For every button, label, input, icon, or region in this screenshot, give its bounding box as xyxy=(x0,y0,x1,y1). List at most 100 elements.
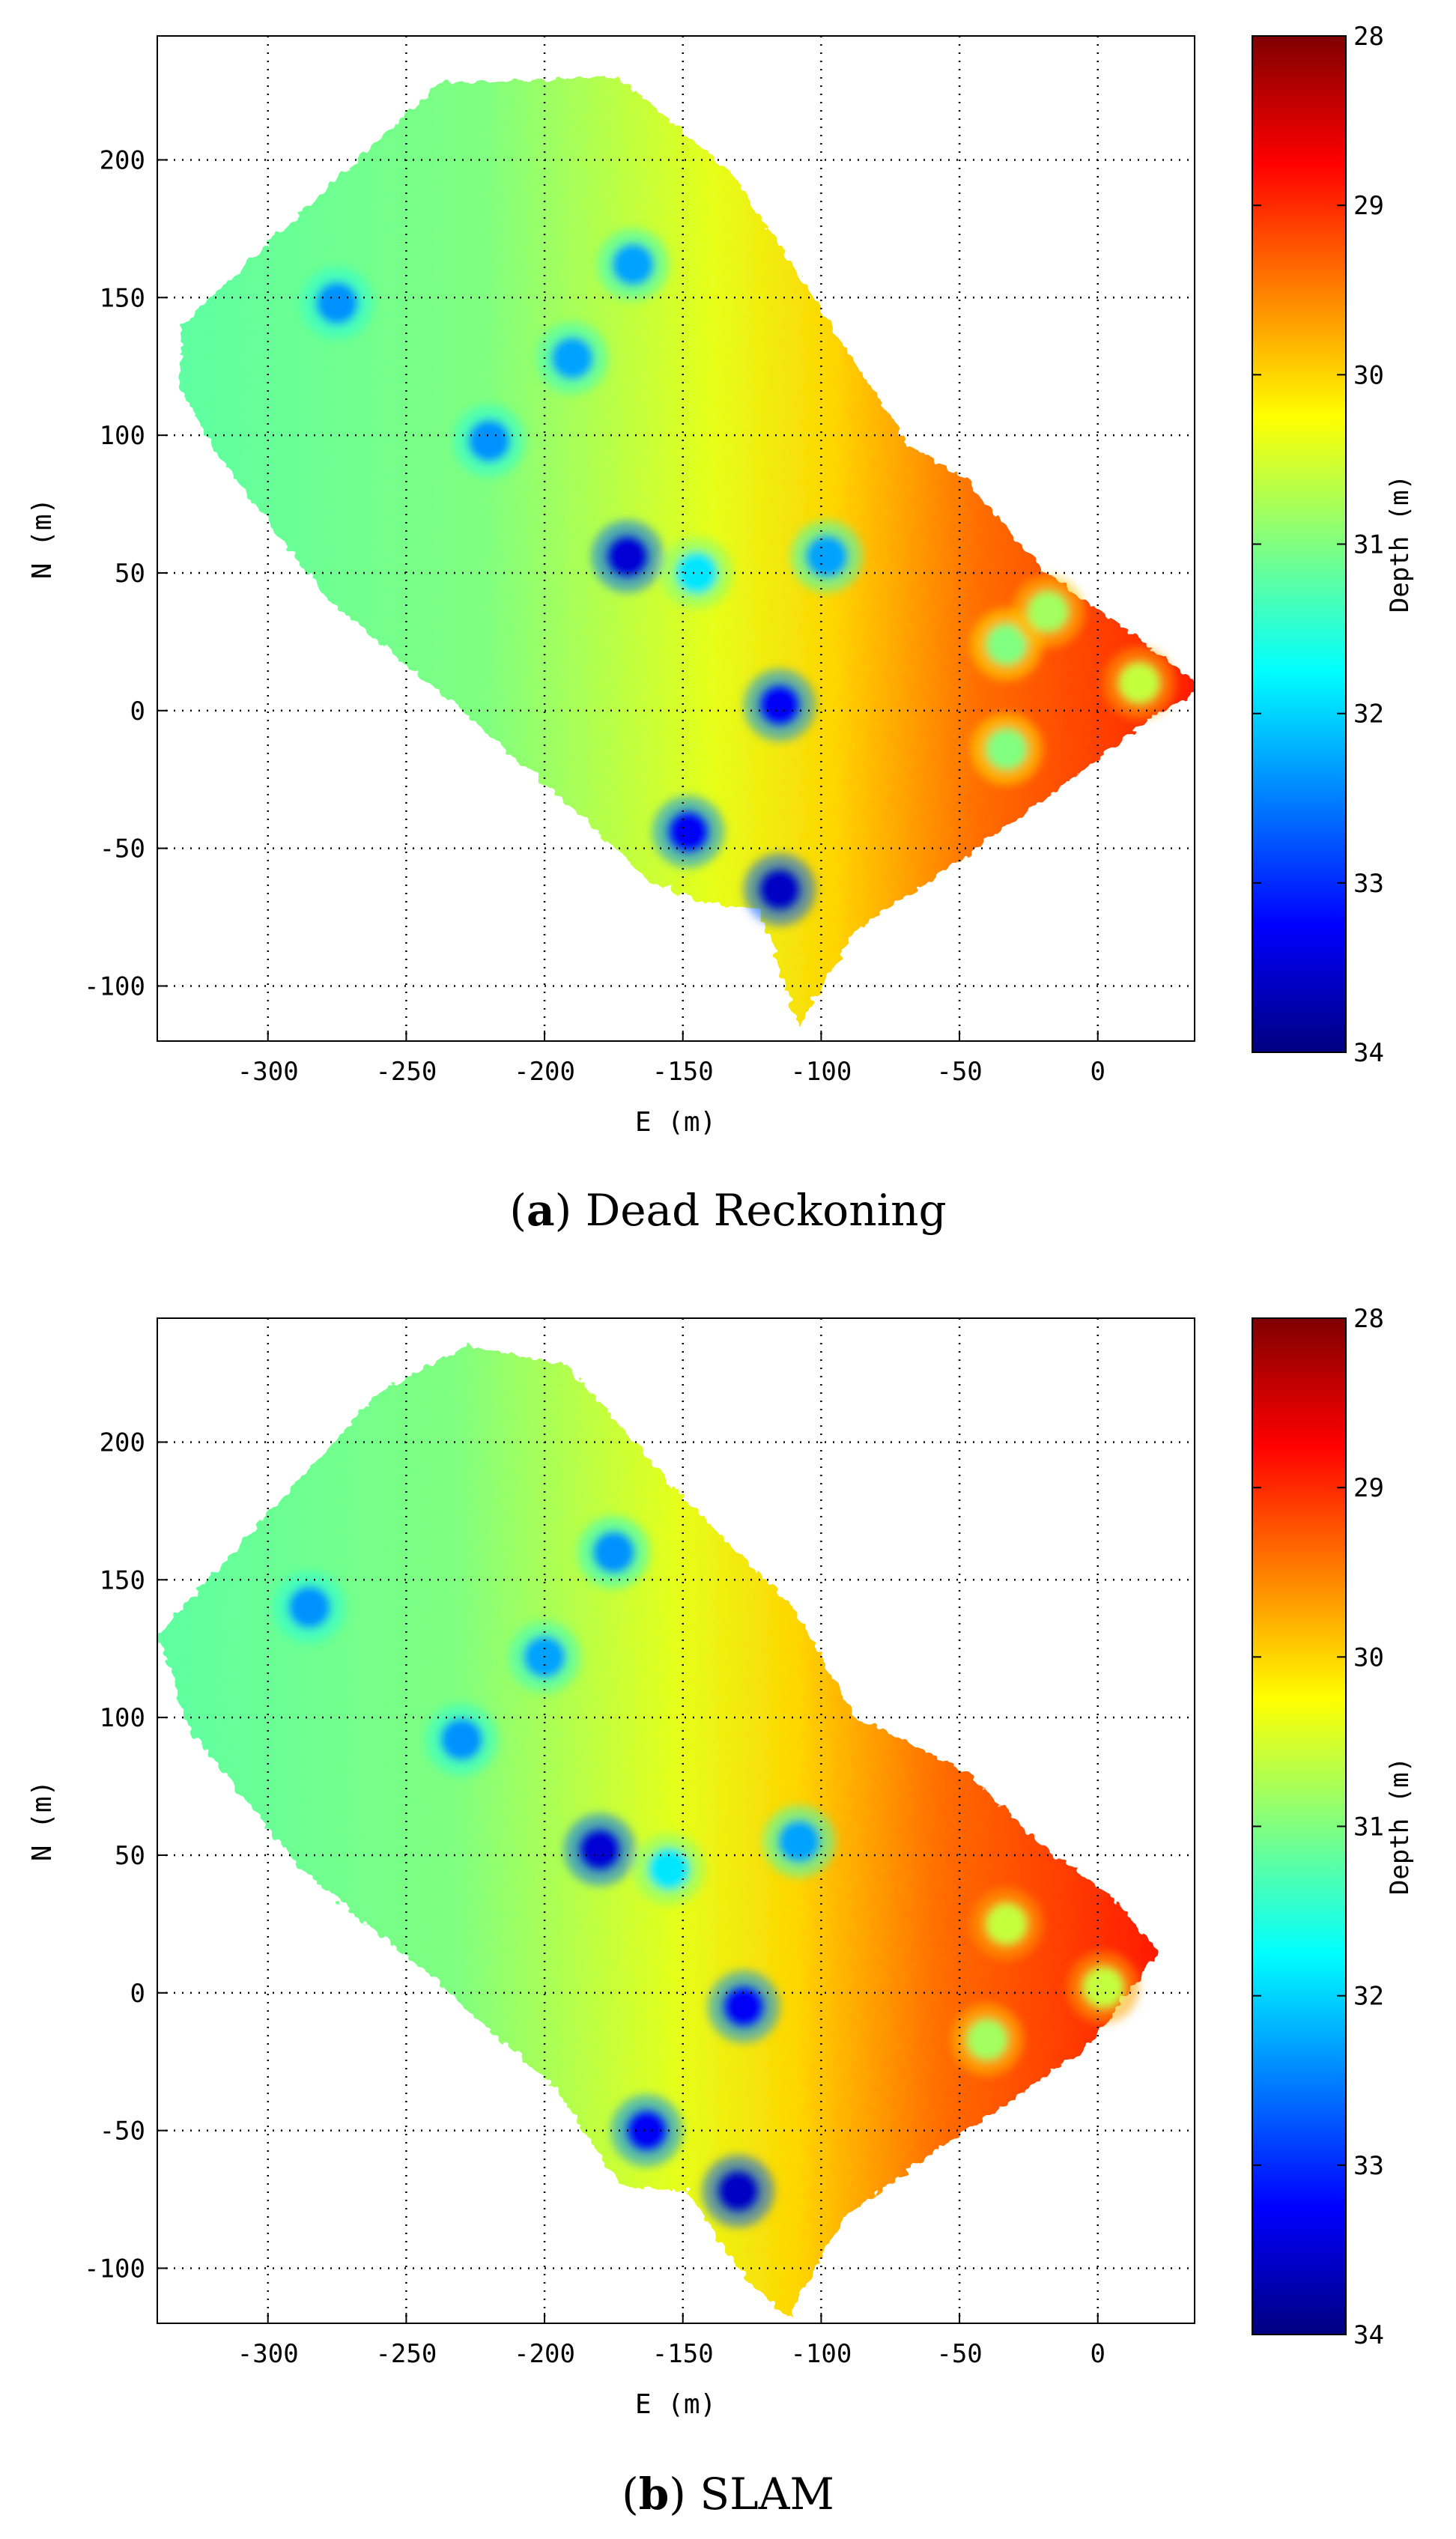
y-tick-label: 50 xyxy=(115,559,145,589)
y-tick-label: 50 xyxy=(115,1841,145,1871)
plot-area-b: -300 -250 -200 -150 -100 -50 0 -100 -50 0 50 100 15… xyxy=(27,1317,1195,2420)
target-depression xyxy=(468,419,511,462)
x-ticks-a: -300 -250 -200 -150 -100 -50 0 xyxy=(237,1031,1105,1087)
caption-text-b: SLAM xyxy=(700,2469,834,2520)
target-depression xyxy=(648,1848,691,1890)
colorbar-tick-label: 33 xyxy=(1353,869,1384,899)
target-depression xyxy=(759,684,801,726)
y-axis-label-a: N (m) xyxy=(27,498,58,579)
target-depression xyxy=(717,2170,759,2212)
x-axis-label-a: E (m) xyxy=(635,1107,716,1138)
target-depression xyxy=(667,810,710,853)
axes-frame-b xyxy=(157,1317,1195,2324)
x-tick-label: -100 xyxy=(790,1057,852,1087)
colorbar-tick-label: 29 xyxy=(1353,1473,1384,1503)
y-tick-label: 150 xyxy=(100,1565,145,1595)
colorbar-label-b: Depth (m) xyxy=(1385,1757,1415,1895)
y-tick-label: 0 xyxy=(130,1979,145,2009)
target-depression xyxy=(985,1902,1028,1945)
grid-lines-b xyxy=(157,1318,1195,2323)
y-tick-label: 100 xyxy=(100,1703,145,1733)
target-depression xyxy=(440,1718,483,1761)
colorbar-tick-label: 34 xyxy=(1353,2320,1384,2350)
colorbar-gradient-b xyxy=(1252,1317,1347,2335)
x-tick-label: -250 xyxy=(375,1057,437,1087)
caption-a: (a) Dead Reckoning xyxy=(509,1185,946,1236)
target-depression xyxy=(288,1586,331,1629)
x-ticks-b: -300 -250 -200 -150 -100 -50 0 xyxy=(237,2313,1105,2369)
target-depression xyxy=(1118,662,1161,705)
target-depression xyxy=(722,1986,765,2028)
y-tick-label: 0 xyxy=(130,697,145,726)
panel-b: -300 -250 -200 -150 -100 -50 0 -100 -50 0 50 100 15… xyxy=(27,1304,1415,2520)
x-tick-label: 0 xyxy=(1090,2339,1105,2369)
panel-a: -300 -250 -200 -150 -100 -50 0 -100 -50 0 50 100 15… xyxy=(27,22,1415,1236)
colorbar-tick-label: 32 xyxy=(1353,1982,1384,2012)
target-blobs xyxy=(273,1516,1140,2227)
target-depression xyxy=(592,1531,635,1574)
colorbar-ticks-a: 28 29 30 31 32 33 34 xyxy=(1252,22,1384,1068)
target-depression xyxy=(606,535,649,577)
target-depression xyxy=(805,535,848,577)
grid-lines-a xyxy=(157,36,1195,1041)
colorbar-tick-label: 28 xyxy=(1353,1304,1384,1334)
axes-frame-a xyxy=(157,35,1195,1042)
colorbar-tick-label: 31 xyxy=(1353,1813,1384,1842)
target-depression xyxy=(316,282,359,324)
y-tick-label: -100 xyxy=(84,2254,145,2284)
target-depression xyxy=(966,2018,1008,2061)
x-tick-label: -150 xyxy=(652,1057,714,1087)
colorbar-tick-label: 34 xyxy=(1353,1038,1384,1068)
colorbar-tick-label: 29 xyxy=(1353,191,1384,221)
x-tick-label: -200 xyxy=(514,2339,575,2369)
x-tick-label: -300 xyxy=(237,2339,299,2369)
colorbar-tick-label: 31 xyxy=(1353,530,1384,560)
target-depression xyxy=(625,2109,668,2152)
caption-letter-b: b xyxy=(639,2469,670,2520)
y-tick-label: 150 xyxy=(100,283,145,313)
target-depression xyxy=(777,1820,820,1863)
y-axis-label-b: N (m) xyxy=(27,1780,58,1861)
x-tick-label: -50 xyxy=(936,1057,982,1087)
x-tick-label: -100 xyxy=(790,2339,852,2369)
depth-map-b xyxy=(157,1345,1159,2318)
colorbar-label-a: Depth (m) xyxy=(1385,475,1415,613)
y-tick-label: 200 xyxy=(100,1428,145,1457)
x-tick-label: 0 xyxy=(1090,1057,1105,1087)
x-tick-label: -50 xyxy=(936,2339,982,2369)
colorbar-b: 28 29 30 31 32 33 34 Depth (m) xyxy=(1252,1304,1415,2350)
x-tick-label: -250 xyxy=(375,2339,437,2369)
colorbar-a: 28 29 30 31 32 33 34 Depth (m) xyxy=(1252,22,1415,1068)
target-depression xyxy=(1082,1966,1125,2009)
caption-b: (b) SLAM xyxy=(622,2469,834,2520)
survey-swath xyxy=(157,1345,1159,2318)
colorbar-ticks-b: 28 29 30 31 32 33 34 xyxy=(1252,1304,1384,2350)
target-depression xyxy=(551,337,593,380)
y-ticks-a: -100 -50 0 50 100 150 200 xyxy=(84,145,168,1001)
y-ticks-b: -100 -50 0 50 100 150 200 xyxy=(84,1428,168,2284)
caption-letter-a: a xyxy=(527,1185,555,1236)
x-tick-label: -300 xyxy=(237,1057,299,1087)
y-tick-label: -50 xyxy=(100,2117,145,2147)
x-axis-label-b: E (m) xyxy=(635,2389,716,2420)
x-tick-label: -150 xyxy=(652,2339,714,2369)
target-depression xyxy=(985,623,1028,666)
caption-text-a: Dead Reckoning xyxy=(586,1185,947,1236)
x-tick-label: -200 xyxy=(514,1057,575,1087)
plot-area-a: -300 -250 -200 -150 -100 -50 0 -100 -50 0 50 100 15… xyxy=(27,35,1195,1138)
target-depression xyxy=(1027,590,1070,633)
target-depression xyxy=(985,728,1028,771)
colorbar-tick-label: 32 xyxy=(1353,700,1384,729)
y-tick-label: -100 xyxy=(84,971,145,1001)
colorbar-gradient-a xyxy=(1252,35,1347,1053)
y-tick-label: -50 xyxy=(100,834,145,864)
target-depression xyxy=(676,551,718,594)
target-depression xyxy=(612,243,655,286)
target-depression xyxy=(578,1828,621,1871)
colorbar-tick-label: 33 xyxy=(1353,2151,1384,2181)
depth-map-a xyxy=(179,77,1195,1028)
target-depression xyxy=(759,868,801,911)
target-blobs xyxy=(301,228,1176,926)
colorbar-tick-label: 30 xyxy=(1353,360,1384,390)
colorbar-tick-label: 28 xyxy=(1353,22,1384,52)
